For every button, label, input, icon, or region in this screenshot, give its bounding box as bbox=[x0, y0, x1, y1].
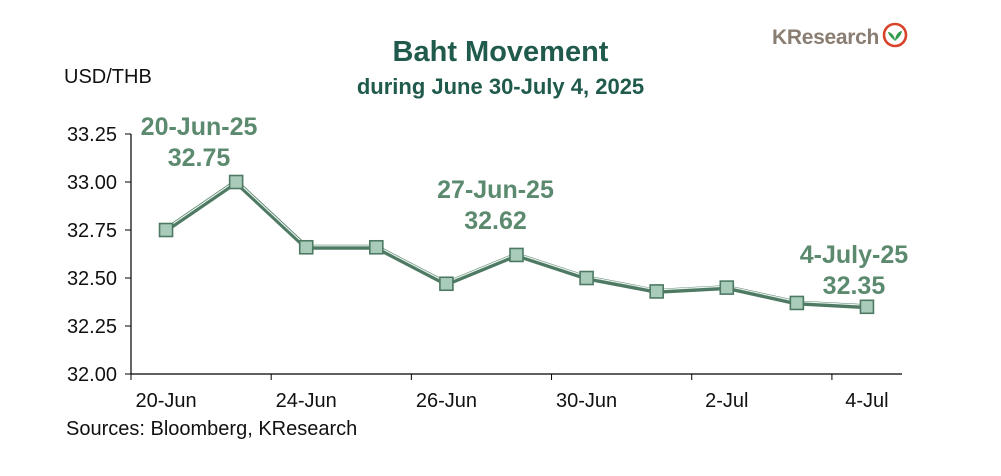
chart-ticks: 32.00 32.25 32.50 32.75 33.00 33.25 20-Jun 24-J… bbox=[67, 124, 889, 412]
x-tick-label: 26-Jun bbox=[416, 390, 477, 412]
chart-subtitle: during June 30-July 4, 2025 bbox=[356, 74, 645, 99]
data-point-marker bbox=[439, 276, 454, 292]
x-tick-label: 2-Jul bbox=[705, 390, 748, 412]
annotation-value: 32.35 bbox=[823, 272, 886, 300]
annotation-value: 32.62 bbox=[464, 207, 527, 235]
y-tick-label: 32.25 bbox=[67, 316, 117, 338]
kbank-leaf-logo-icon bbox=[882, 22, 908, 54]
chart-series bbox=[158, 174, 875, 315]
data-point-marker bbox=[228, 174, 244, 190]
x-tick-label: 4-Jul bbox=[845, 390, 888, 412]
source-note: Sources: Bloomberg, KResearch bbox=[66, 418, 358, 440]
chart-annotations: 20-Jun-25 32.75 27-Jun-25 32.62 4-July-25 32.… bbox=[141, 113, 909, 300]
brand-logo: KResearch bbox=[772, 22, 908, 54]
y-axis-unit-label: USD/THB bbox=[64, 66, 152, 88]
brand-name: KResearch bbox=[772, 26, 880, 49]
data-point-marker bbox=[789, 295, 805, 311]
data-point-marker bbox=[649, 284, 664, 299]
annotation-date: 4-July-25 bbox=[800, 241, 908, 269]
y-tick-label: 33.00 bbox=[67, 172, 117, 194]
data-point-marker bbox=[719, 280, 735, 295]
y-tick-label: 32.75 bbox=[67, 220, 117, 242]
y-tick-label: 32.00 bbox=[67, 364, 117, 386]
annotation-value: 32.75 bbox=[168, 144, 231, 172]
data-point-marker bbox=[158, 222, 174, 238]
y-tick-label: 33.25 bbox=[67, 124, 117, 146]
y-tick-label: 32.50 bbox=[67, 268, 117, 290]
x-tick-label: 24-Jun bbox=[276, 390, 337, 412]
annotation-date: 20-Jun-25 bbox=[141, 113, 258, 141]
annotation-date: 27-Jun-25 bbox=[437, 176, 554, 204]
data-point-marker bbox=[509, 247, 524, 263]
x-tick-label: 20-Jun bbox=[135, 390, 196, 412]
x-tick-label: 30-Jun bbox=[556, 390, 617, 412]
data-point-marker bbox=[298, 239, 314, 255]
data-point-marker bbox=[369, 239, 384, 255]
chart-title: Baht Movement bbox=[392, 36, 609, 68]
data-point-marker bbox=[579, 270, 594, 286]
data-point-marker bbox=[859, 299, 875, 315]
chart-axes bbox=[130, 134, 902, 375]
